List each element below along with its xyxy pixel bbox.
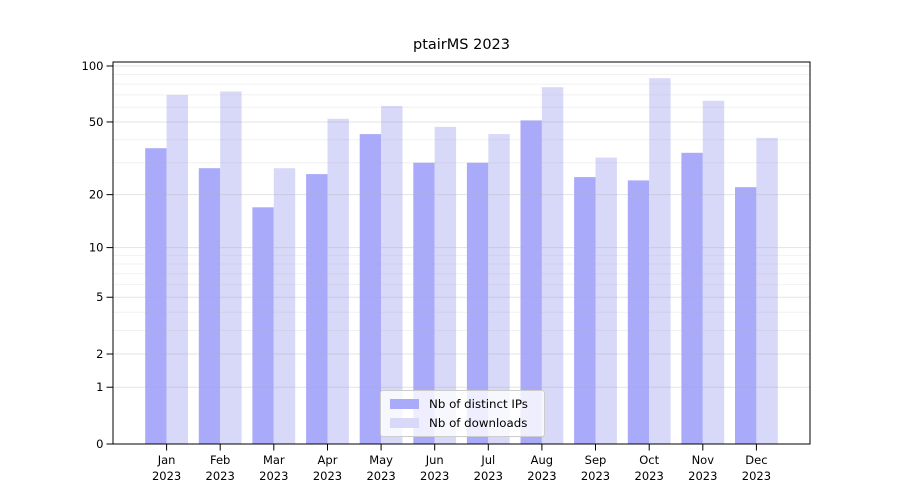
bar-distinct-ips-mar	[252, 207, 274, 444]
y-axis-tick-label: 50	[89, 115, 104, 129]
x-axis-label-year: 2023	[420, 469, 449, 483]
x-axis-label-year: 2023	[527, 469, 556, 483]
x-axis-label-year: 2023	[742, 469, 771, 483]
bar-distinct-ips-nov	[681, 152, 703, 445]
x-axis-label-month: Feb	[210, 453, 230, 467]
bar-distinct-ips-feb	[198, 168, 221, 444]
bar-downloads-mar	[273, 168, 296, 444]
x-axis-label-year: 2023	[688, 469, 717, 483]
legend-swatch-distinct-ips	[390, 399, 419, 410]
x-axis-label-month: Nov	[692, 453, 715, 467]
x-axis-label-month: Aug	[531, 453, 553, 467]
x-axis-label-month: Jul	[480, 453, 495, 467]
bar-downloads-may	[381, 106, 403, 444]
bar-downloads-dec	[756, 137, 778, 444]
bar-downloads-jun	[434, 126, 457, 445]
y-axis-tick-label: 10	[89, 241, 104, 255]
x-axis-label-month: Apr	[318, 453, 338, 467]
x-axis-label-year: 2023	[581, 469, 610, 483]
legend-label-distinct-ips: Nb of distinct IPs	[429, 397, 528, 411]
bar-distinct-ips-may	[359, 134, 382, 444]
y-axis-tick-label: 5	[96, 290, 103, 304]
bar-distinct-ips-oct	[627, 180, 650, 444]
y-axis-tick-label: 20	[89, 188, 104, 202]
x-axis-label-year: 2023	[206, 469, 235, 483]
legend-entry-downloads: Nb of downloads	[390, 416, 535, 430]
x-axis-label-year: 2023	[313, 469, 342, 483]
bar-downloads-apr	[327, 118, 349, 445]
bar-distinct-ips-apr	[306, 174, 328, 444]
x-axis-label-year: 2023	[152, 469, 181, 483]
x-axis-label-month: Jan	[157, 453, 176, 467]
y-axis-tick-label: 0	[96, 437, 103, 451]
y-axis-tick-label: 2	[96, 347, 103, 361]
bar-distinct-ips-sep	[574, 177, 596, 444]
legend-entry-distinct-ips: Nb of distinct IPs	[390, 397, 535, 411]
bar-downloads-jan	[166, 94, 188, 445]
bar-downloads-jul	[488, 134, 510, 444]
bar-distinct-ips-dec	[735, 187, 757, 444]
x-axis-label-year: 2023	[259, 469, 288, 483]
legend-swatch-downloads	[390, 418, 419, 429]
plot-frame	[112, 61, 811, 445]
y-axis-tick-label: 1	[96, 380, 103, 394]
x-axis-label-month: Dec	[745, 453, 767, 467]
bar-downloads-feb	[220, 91, 242, 444]
chart-title: ptairMS 2023	[413, 37, 510, 53]
bar-downloads-sep	[595, 157, 617, 444]
x-axis-label-year: 2023	[635, 469, 664, 483]
bar-downloads-oct	[649, 78, 671, 444]
x-axis-label-year: 2023	[366, 469, 395, 483]
bar-distinct-ips-jan	[145, 148, 167, 444]
y-axis-tick-label: 100	[82, 59, 104, 73]
x-axis-label-month: Jun	[425, 453, 444, 467]
bar-distinct-ips-jul	[466, 162, 489, 444]
bar-distinct-ips-aug	[520, 120, 542, 445]
x-axis-label-month: Oct	[639, 453, 659, 467]
bar-distinct-ips-jun	[413, 162, 435, 444]
bar-downloads-nov	[702, 100, 725, 445]
legend-label-downloads: Nb of downloads	[429, 416, 528, 431]
bar-downloads-aug	[541, 87, 564, 444]
x-axis-label-year: 2023	[474, 469, 503, 483]
x-axis-label-month: May	[369, 453, 393, 467]
legend: Nb of distinct IPs Nb of downloads	[380, 390, 545, 438]
x-axis-label-month: Sep	[585, 453, 607, 467]
x-axis-label-month: Mar	[263, 453, 285, 467]
